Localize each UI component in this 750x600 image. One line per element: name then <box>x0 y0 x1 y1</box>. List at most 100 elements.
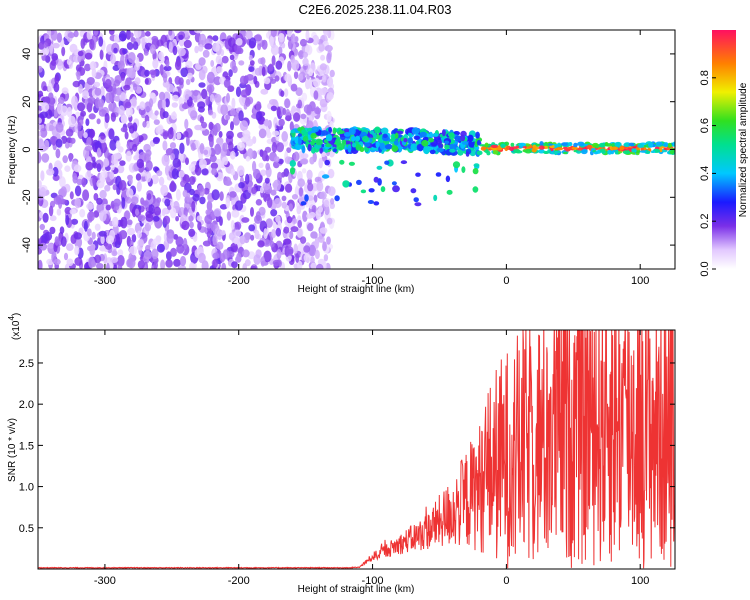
heat-cell <box>287 30 293 38</box>
heat-cell <box>228 141 234 152</box>
heat-cell <box>42 85 48 92</box>
heat-cell <box>255 211 261 222</box>
heat-cell <box>270 189 277 196</box>
heat-cell <box>593 151 599 155</box>
heat-cell <box>182 189 188 198</box>
heat-cell <box>206 200 213 212</box>
heat-cell <box>126 188 134 199</box>
heat-cell <box>295 144 302 151</box>
heat-cell <box>197 221 202 231</box>
heat-cell <box>59 226 65 234</box>
heat-cell <box>53 258 61 265</box>
heat-cell <box>300 236 307 244</box>
heat-cell <box>290 83 298 92</box>
heat-cell <box>77 55 82 63</box>
heat-cell <box>120 115 128 124</box>
heat-cell <box>293 112 301 122</box>
heat-cell <box>263 228 268 240</box>
heat-cell <box>39 223 45 231</box>
heat-cell <box>288 230 294 240</box>
heat-cell <box>325 143 332 148</box>
heat-cell <box>433 194 438 202</box>
heat-cell <box>321 75 327 83</box>
heat-cell <box>166 232 174 244</box>
heat-cell <box>669 150 675 155</box>
heat-cell <box>99 210 107 222</box>
heat-cell <box>271 228 277 239</box>
heat-cell <box>47 243 55 249</box>
heat-cell <box>445 175 451 183</box>
heat-cell <box>490 144 499 149</box>
heat-cell <box>178 151 184 163</box>
heat-cell <box>347 144 352 153</box>
heat-cell <box>614 141 622 147</box>
heat-cell <box>207 236 212 245</box>
heat-cell <box>380 127 389 135</box>
heat-cell <box>297 133 302 137</box>
heat-cell <box>38 248 43 255</box>
heat-cell <box>96 197 103 205</box>
heat-cell <box>86 77 95 85</box>
heat-cell <box>156 243 165 253</box>
heat-cell <box>125 30 132 40</box>
heat-cell <box>547 149 551 154</box>
heat-cell <box>436 147 445 153</box>
heat-cell <box>322 30 330 36</box>
heat-cell <box>238 95 246 105</box>
heat-cell <box>137 260 145 269</box>
heat-cell <box>162 131 169 140</box>
heat-cell <box>324 159 331 166</box>
heat-cell <box>61 46 66 57</box>
heat-cell <box>196 215 203 222</box>
heat-cell <box>472 167 479 175</box>
heat-cell <box>225 197 230 209</box>
heat-cell <box>163 65 172 72</box>
heat-cell <box>38 138 45 150</box>
heat-cell <box>304 194 309 202</box>
heat-cell <box>89 244 96 256</box>
heat-cell <box>59 176 66 188</box>
heat-cell <box>57 103 63 115</box>
heat-cell <box>83 220 88 232</box>
heat-cell <box>88 256 95 268</box>
heat-cell <box>96 118 101 125</box>
heat-cell <box>94 254 102 264</box>
heat-cell <box>56 32 63 43</box>
heat-cell <box>283 88 289 98</box>
heat-cell <box>122 48 128 55</box>
heat-cell <box>442 129 446 137</box>
heat-cell <box>154 110 159 116</box>
heat-cell <box>209 154 217 163</box>
heat-cell <box>311 205 317 213</box>
heat-cell <box>127 227 135 236</box>
heat-cell <box>189 176 196 185</box>
heat-cell <box>156 197 162 204</box>
heat-cell <box>287 60 292 72</box>
heat-cell <box>73 232 82 240</box>
heat-cell <box>351 136 356 141</box>
heat-cell <box>70 137 76 144</box>
heat-cell <box>42 212 49 223</box>
heat-cell <box>301 145 306 154</box>
heat-cell <box>216 229 223 241</box>
spectrogram-y-tick-label: 40 <box>21 48 33 60</box>
heat-cell <box>509 146 514 151</box>
heat-cell <box>105 92 113 104</box>
heat-cell <box>71 95 78 108</box>
heat-cell <box>146 193 152 201</box>
heat-cell <box>446 189 453 195</box>
heat-cell <box>291 59 300 71</box>
heat-cell <box>72 175 78 184</box>
heat-cell <box>143 50 149 56</box>
heat-cell <box>188 215 194 222</box>
heat-cell <box>219 216 223 226</box>
heat-cell <box>251 186 257 195</box>
heat-cell <box>260 57 266 66</box>
heat-cell <box>119 160 126 166</box>
heat-cell <box>105 204 112 211</box>
heat-cell <box>476 150 483 156</box>
heat-cell <box>435 172 442 177</box>
heat-cell <box>407 137 413 144</box>
heat-cell <box>50 59 57 66</box>
heat-cell <box>294 30 302 34</box>
